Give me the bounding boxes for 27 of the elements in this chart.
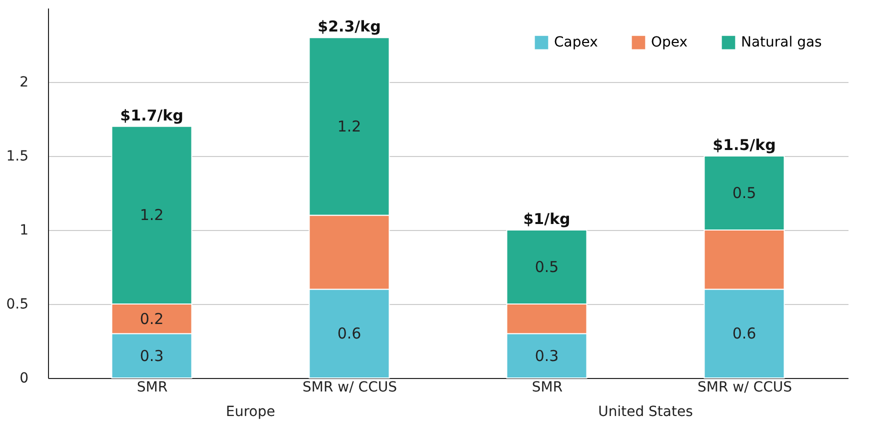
x-tick-label: SMR w/ CCUS (302, 380, 398, 396)
total-label: $1.5/kg (712, 136, 776, 154)
y-tick-label: 2 (20, 74, 28, 90)
x-tick-label: SMR w/ CCUS (698, 380, 792, 396)
y-tick-label: 1.5 (6, 148, 28, 164)
text: Europe (226, 404, 276, 420)
y-tick-label: 0.5 (6, 296, 28, 312)
data-label: 1.2 (140, 206, 164, 224)
total-label: $1.7/kg (120, 106, 184, 124)
x-tick-label: SMR (136, 380, 168, 396)
total-label: $2.3/kg (318, 18, 381, 36)
y-tick-label: 0 (20, 370, 28, 386)
x-tick-label: SMR (532, 380, 563, 396)
data-label: 0.3 (140, 346, 164, 365)
data-label: 0.3 (534, 346, 559, 365)
legend-label: Opex (651, 34, 688, 51)
data-label: 0.2 (140, 310, 164, 328)
y-tick-label: 1 (20, 222, 28, 238)
data-label: 0.5 (732, 184, 756, 202)
legend-label: Capex (554, 34, 598, 51)
legend-label: Natural gas (741, 34, 822, 51)
data-label: 1.2 (337, 117, 362, 136)
data-label: 0.6 (732, 324, 756, 343)
total-label: $1/kg (523, 210, 570, 228)
data-label: 0.6 (337, 324, 362, 343)
text: United States (598, 404, 693, 420)
data-label: 0.5 (534, 258, 559, 276)
